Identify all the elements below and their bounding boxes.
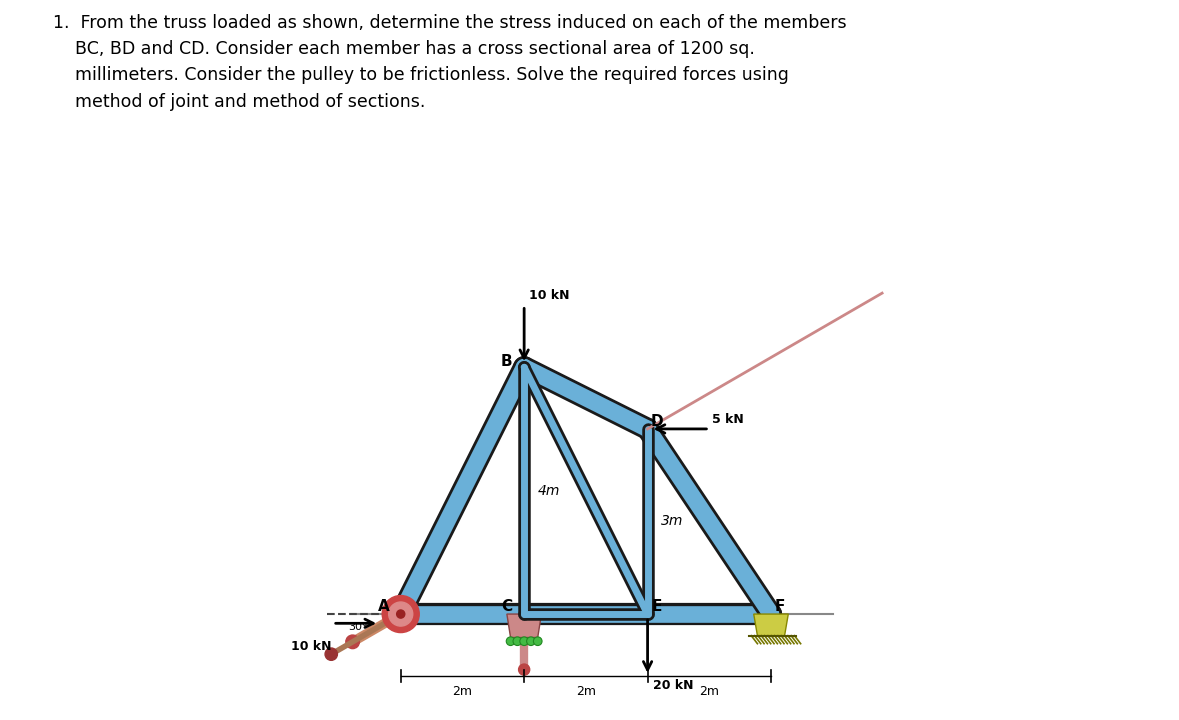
Text: D: D <box>651 414 663 429</box>
Text: 4m: 4m <box>538 484 560 498</box>
Text: 30°: 30° <box>348 622 368 632</box>
Circle shape <box>519 664 529 675</box>
Text: 10 kN: 10 kN <box>529 289 569 302</box>
Text: E: E <box>652 599 663 614</box>
Circle shape <box>389 602 413 626</box>
Polygon shape <box>507 614 541 637</box>
Text: F: F <box>775 599 785 614</box>
Circle shape <box>506 637 515 646</box>
Circle shape <box>513 637 521 646</box>
Text: C: C <box>501 599 513 614</box>
Circle shape <box>345 635 360 649</box>
Text: 1.  From the truss loaded as shown, determine the stress induced on each of the : 1. From the truss loaded as shown, deter… <box>53 14 847 111</box>
Text: 20 kN: 20 kN <box>652 679 693 692</box>
Circle shape <box>527 637 535 646</box>
Circle shape <box>520 637 528 646</box>
Circle shape <box>519 665 529 675</box>
Text: 3m: 3m <box>661 515 684 528</box>
Text: 2m: 2m <box>575 685 595 698</box>
Text: B: B <box>501 354 513 369</box>
Text: 10 kN: 10 kN <box>291 640 331 653</box>
Polygon shape <box>753 614 789 636</box>
Circle shape <box>396 610 404 618</box>
Text: A: A <box>377 599 389 614</box>
Circle shape <box>325 648 337 660</box>
Text: 5 kN: 5 kN <box>712 413 744 426</box>
Text: 2m: 2m <box>699 685 719 698</box>
Circle shape <box>382 595 420 633</box>
Text: 2m: 2m <box>453 685 473 698</box>
Circle shape <box>533 637 542 646</box>
